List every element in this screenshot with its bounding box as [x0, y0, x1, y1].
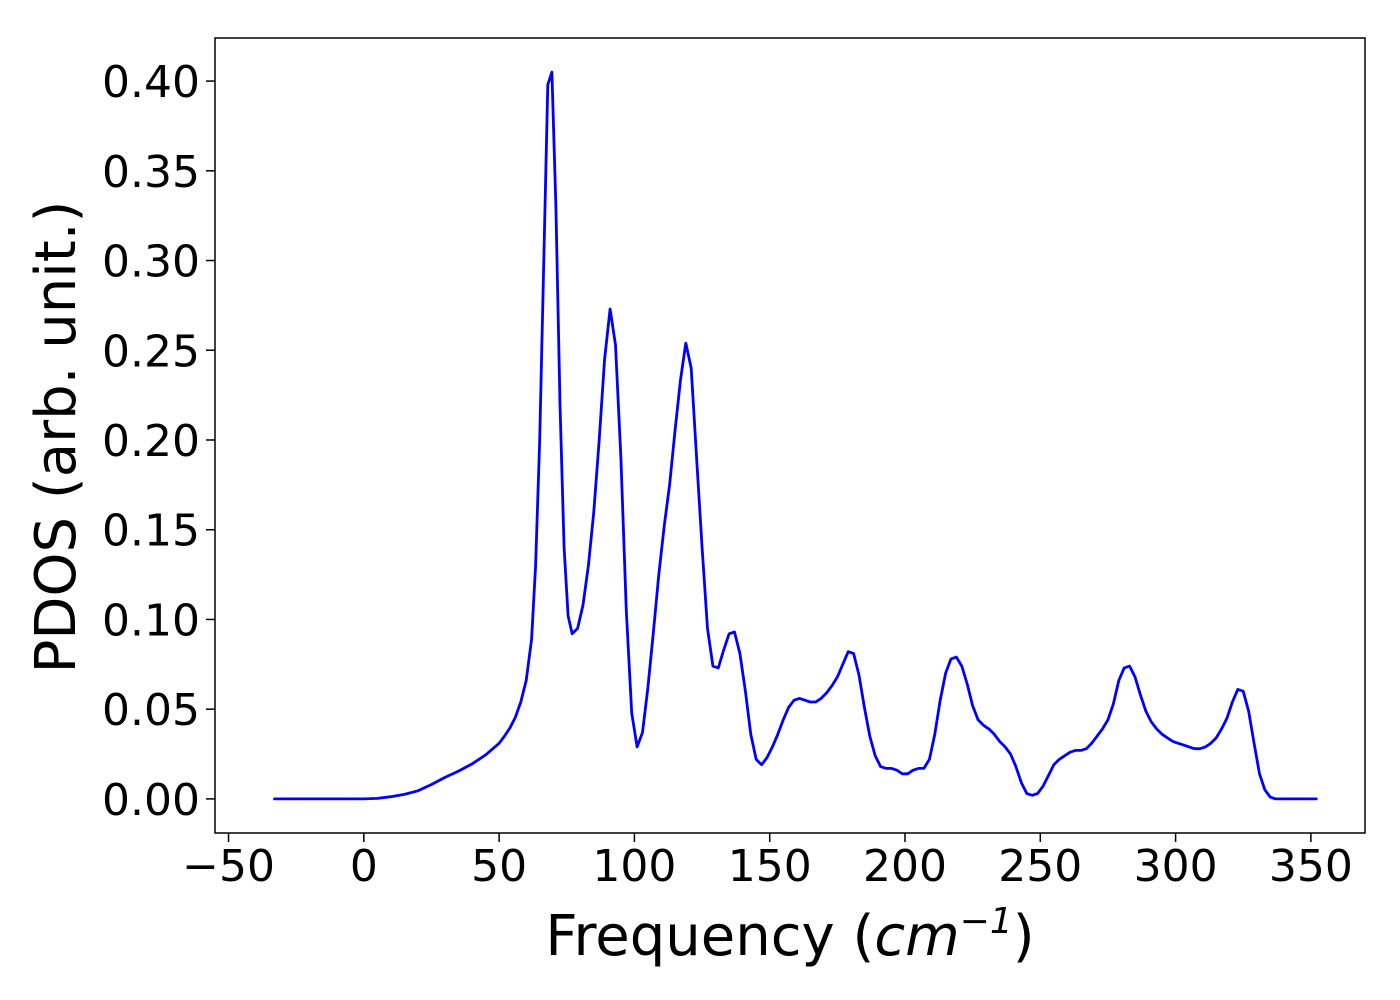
x-axis-title: Frequency (cm−1): [545, 901, 1034, 969]
series-layer: [273, 70, 1318, 801]
x-tick-label: 250: [998, 841, 1082, 892]
y-tick-label: 0.30: [102, 237, 200, 288]
x-tick-label: 300: [1134, 841, 1218, 892]
y-tick-label: 0.15: [102, 506, 200, 557]
x-tick-label: 200: [863, 841, 947, 892]
x-tick-label: 350: [1269, 841, 1353, 892]
x-axis-title-unit: cm: [874, 904, 959, 969]
y-tick-label: 0.00: [102, 775, 200, 826]
y-tick-label: 0.25: [102, 326, 200, 377]
y-tick-label: 0.35: [102, 147, 200, 198]
x-tick-label: 150: [728, 841, 812, 892]
x-tick-label: 0: [350, 841, 378, 892]
y-tick-label: 0.05: [102, 685, 200, 736]
x-tick-label: 50: [471, 841, 527, 892]
y-tick-label: 0.40: [102, 57, 200, 108]
plot-frame: [214, 37, 1366, 834]
x-axis-title-suffix: ): [1013, 904, 1035, 969]
y-axis-ticks: 0.00 0.05 0.10 0.15 0.20 0.25 0.30 0.35 0.40: [102, 57, 215, 826]
x-tick-label: −50: [182, 841, 275, 892]
x-axis-ticks: −50 0 50 100 150 200 250 300 350: [182, 833, 1353, 892]
y-tick-label: 0.20: [102, 416, 200, 467]
x-axis-title-prefix: Frequency (: [545, 904, 874, 969]
y-axis-title: PDOS (arb. unit.): [24, 201, 89, 674]
y-tick-label: 0.10: [102, 595, 200, 646]
pdos-series-line: [273, 70, 1318, 801]
x-tick-label: 100: [592, 841, 676, 892]
x-axis-title-exponent: −1: [960, 901, 1013, 942]
